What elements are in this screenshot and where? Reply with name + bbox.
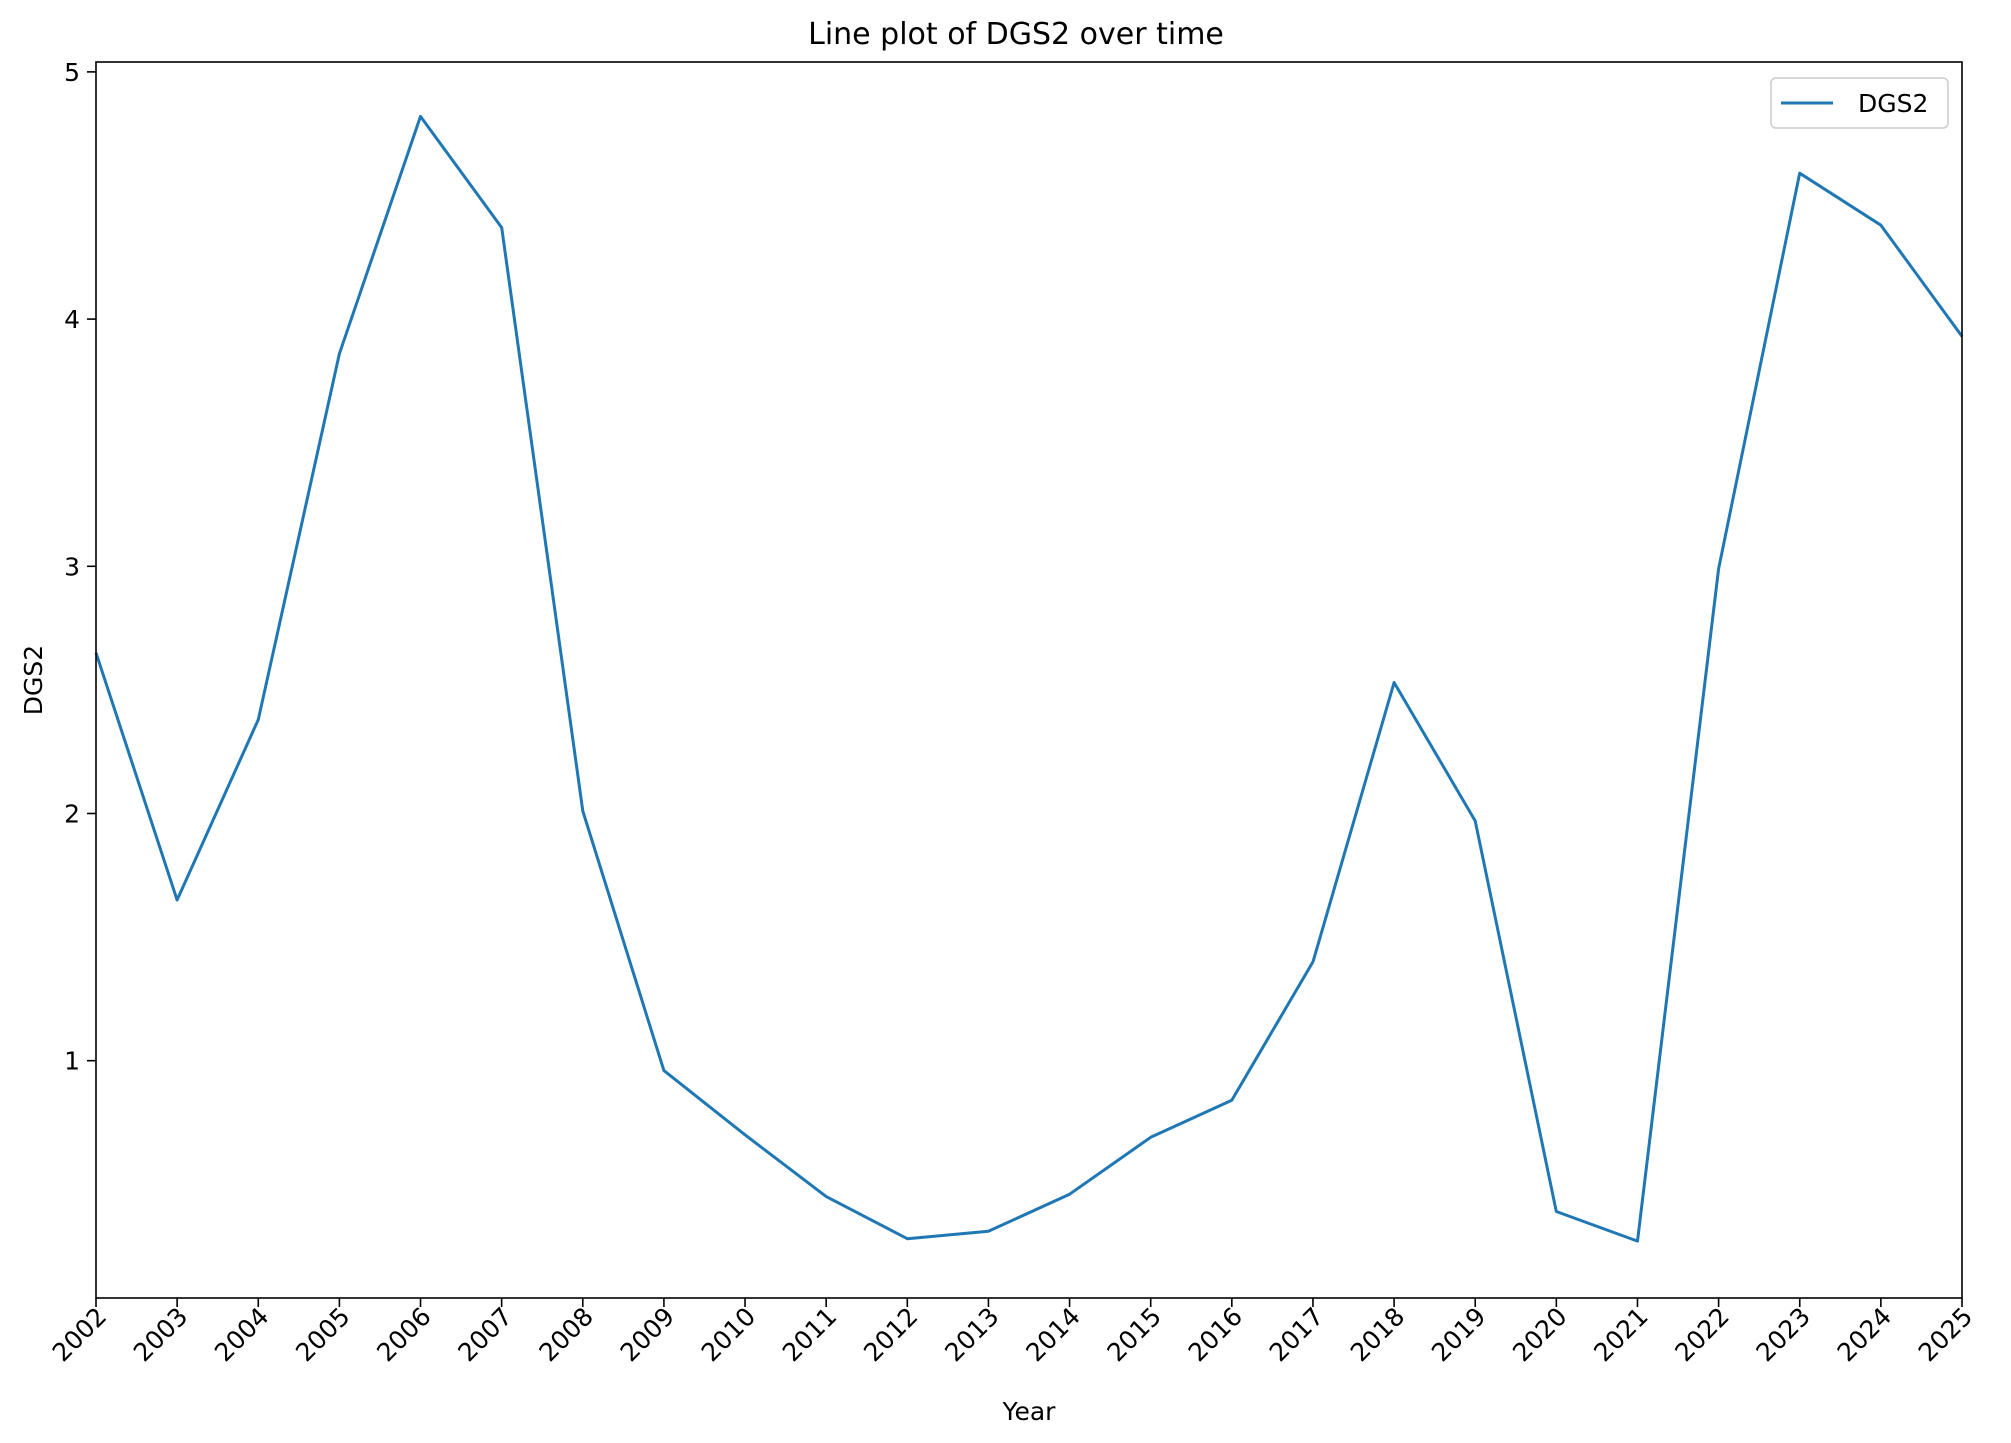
plot-frame — [95, 61, 1963, 1299]
x-tick-label: 2014 — [1020, 1302, 1085, 1367]
y-tick-label: 3 — [64, 552, 80, 581]
x-tick-label: 2025 — [1913, 1302, 1978, 1367]
x-tick-label: 2015 — [1101, 1302, 1166, 1367]
x-tick-label: 2010 — [696, 1302, 761, 1367]
y-axis-label: DGS2 — [19, 645, 48, 715]
x-axis-label: Year — [1002, 1397, 1057, 1426]
x-tick-label: 2003 — [128, 1302, 193, 1367]
x-tick-label: 2011 — [777, 1302, 842, 1367]
x-tick-label: 2004 — [209, 1302, 274, 1367]
x-tick-label: 2009 — [615, 1302, 680, 1367]
x-tick-label: 2007 — [452, 1302, 517, 1367]
y-tick-label: 4 — [64, 305, 80, 334]
x-tick-label: 2016 — [1183, 1302, 1248, 1367]
x-tick-label: 2006 — [371, 1302, 436, 1367]
legend-box — [1770, 77, 1949, 129]
x-tick-label: 2023 — [1750, 1302, 1815, 1367]
y-tick-label: 5 — [64, 58, 80, 87]
x-tick-label: 2019 — [1426, 1302, 1491, 1367]
x-tick-label: 2024 — [1832, 1302, 1897, 1367]
plot-area — [94, 114, 1964, 1243]
x-tick-label: 2012 — [858, 1302, 923, 1367]
y-tick-label: 2 — [64, 799, 80, 828]
series-line-dgs2 — [94, 114, 1964, 1243]
x-tick-label: 2021 — [1588, 1302, 1653, 1367]
x-tick-label: 2002 — [47, 1302, 112, 1367]
x-tick-label: 2022 — [1669, 1302, 1734, 1367]
x-tick-label: 2005 — [290, 1302, 355, 1367]
y-tick-label: 1 — [64, 1047, 80, 1076]
x-tick-label: 2017 — [1264, 1302, 1329, 1367]
x-tick-label: 2018 — [1345, 1302, 1410, 1367]
legend: DGS2 — [1770, 77, 1949, 129]
x-axis: 2002 2003 2004 2005 2006 2007 2008 2009 2010 2011… — [47, 1298, 1978, 1367]
x-tick-label: 2020 — [1507, 1302, 1572, 1367]
legend-label-dgs2: DGS2 — [1858, 89, 1928, 118]
x-tick-label: 2008 — [534, 1302, 599, 1367]
y-axis: 1 2 3 4 5 — [64, 58, 96, 1076]
x-tick-label: 2013 — [939, 1302, 1004, 1367]
chart-title: Line plot of DGS2 over time — [808, 17, 1224, 52]
